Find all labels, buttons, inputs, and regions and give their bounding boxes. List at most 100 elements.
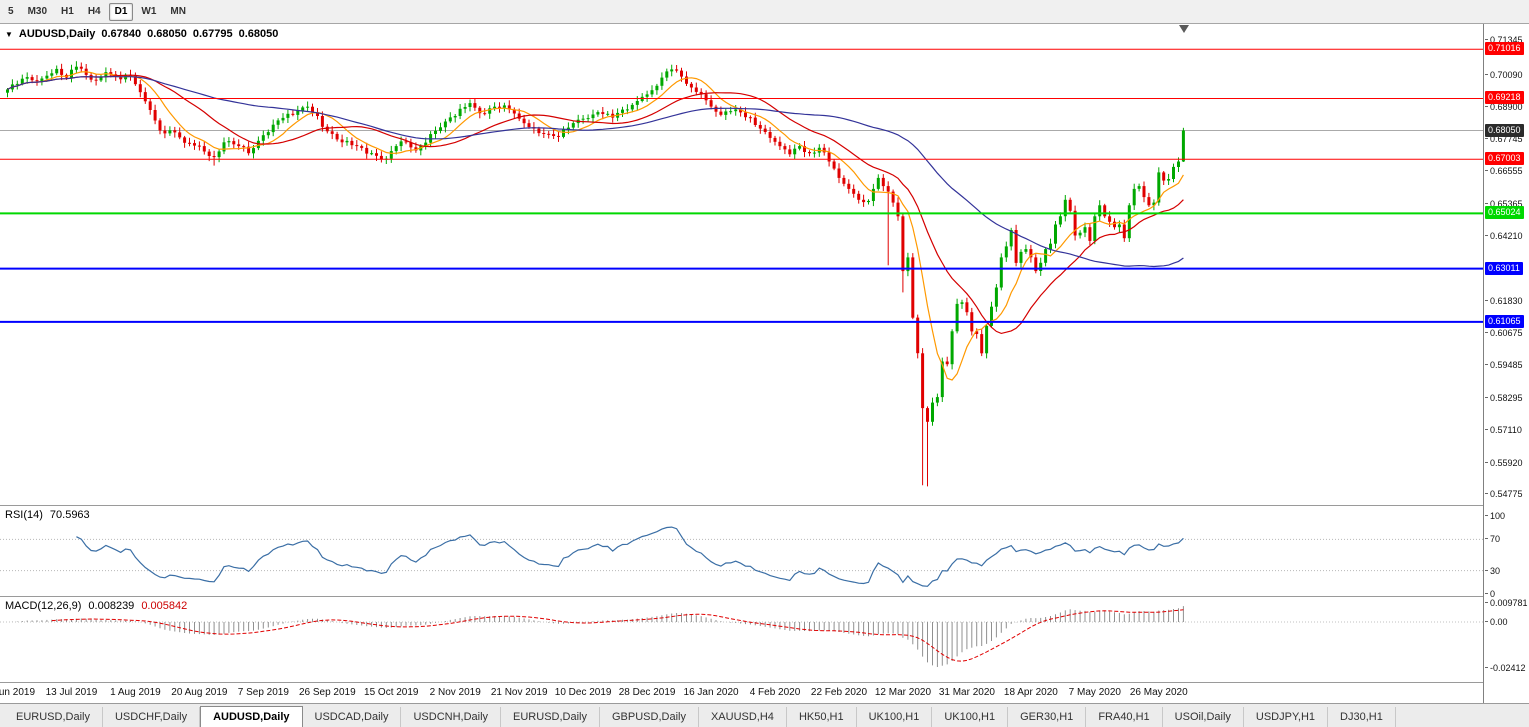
chart-tabs-bar: EURUSD,Daily USDCHF,Daily AUDUSD,Daily USDC… — [0, 703, 1529, 727]
price-line-badge: 0.65024 — [1485, 206, 1524, 220]
plot-column: ▼ AUDUSD,Daily 0.67840 0.68050 0.67795 0… — [0, 24, 1483, 703]
price-axis[interactable]: 0.71345 0.70090 0.68900 0.67745 0.66555 0.653… — [1483, 24, 1529, 703]
current-price-badge: 0.68050 — [1485, 123, 1524, 137]
chart-tab-dj30-h1[interactable]: DJ30,H1 — [1328, 707, 1396, 727]
price-line-badge: 0.69218 — [1485, 91, 1524, 105]
price-tick: 0.70090 — [1485, 70, 1523, 80]
macd-chart-canvas — [0, 606, 1483, 667]
price-tick: 0.009781 — [1485, 598, 1528, 608]
ohlc-low: 0.67795 — [192, 28, 233, 40]
price-tick: 0.67745 — [1485, 134, 1523, 144]
price-line-badge: 0.61065 — [1485, 314, 1524, 328]
panel-separator[interactable] — [0, 596, 1483, 597]
price-tick: 0.55920 — [1485, 458, 1523, 468]
main-chart-panel[interactable]: ▼ AUDUSD,Daily 0.67840 0.68050 0.67795 0… — [0, 24, 1483, 505]
x-axis-label: 7 May 2020 — [1068, 687, 1121, 698]
price-tick: 0.58295 — [1485, 393, 1523, 403]
x-axis-label: 20 Aug 2019 — [171, 687, 228, 698]
chart-tab-hk50-h1[interactable]: HK50,H1 — [787, 707, 857, 727]
chart-tab-ger30-h1[interactable]: GER30,H1 — [1008, 707, 1087, 727]
price-tick: 0.00 — [1485, 617, 1508, 627]
up-candle-bodies — [6, 66, 1185, 422]
price-tick: 0.59485 — [1485, 360, 1523, 370]
price-tick: 0.61830 — [1485, 296, 1523, 306]
chart-tab-usdcad-daily[interactable]: USDCAD,Daily — [303, 707, 402, 727]
x-axis-label: 12 Mar 2020 — [874, 687, 932, 698]
x-axis-label: 15 Oct 2019 — [364, 687, 419, 698]
macd-histogram — [11, 606, 1184, 667]
timeframe-button-5[interactable]: 5 — [8, 5, 14, 17]
x-axis-label: 22 Feb 2020 — [810, 687, 868, 698]
timeframe-toolbar: 5 M30 H1 H4 D1 W1 MN — [0, 0, 1529, 24]
timeframe-button-h4[interactable]: H4 — [87, 5, 101, 17]
chart-tab-audusd-daily[interactable]: AUDUSD,Daily — [200, 706, 303, 727]
rsi-panel[interactable]: RSI(14) 70.5963 — [0, 506, 1483, 596]
chart-tab-usdcnh-daily[interactable]: USDCNH,Daily — [401, 707, 502, 727]
up-candle-wicks — [7, 61, 1184, 426]
x-axis-label: 2 Nov 2019 — [429, 687, 481, 698]
price-line-badge: 0.71016 — [1485, 42, 1524, 56]
time-axis[interactable]: 25 Jun 2019 13 Jul 2019 1 Aug 2019 20 Aug 2… — [0, 682, 1483, 703]
chart-tab-uk100-h1[interactable]: UK100,H1 — [932, 707, 1009, 727]
timeframe-button-m30[interactable]: M30 — [27, 5, 48, 17]
macd-panel[interactable]: MACD(12,26,9) 0.008239 0.005842 — [0, 597, 1483, 682]
x-axis-label: 25 Jun 2019 — [0, 687, 36, 698]
x-axis-label: 10 Dec 2019 — [554, 687, 612, 698]
x-axis-label: 1 Aug 2019 — [110, 687, 161, 698]
macd-name: MACD(12,26,9) — [5, 600, 82, 612]
x-axis-label: 4 Feb 2020 — [749, 687, 801, 698]
rsi-value: 70.5963 — [49, 509, 90, 521]
x-axis-label: 13 Jul 2019 — [45, 687, 98, 698]
price-tick: 0.60675 — [1485, 328, 1523, 338]
chart-workspace: ▼ AUDUSD,Daily 0.67840 0.68050 0.67795 0… — [0, 24, 1529, 703]
timeframe-button-mn[interactable]: MN — [170, 5, 186, 17]
price-tick: 0.66555 — [1485, 166, 1523, 176]
x-axis-label: 26 May 2020 — [1129, 687, 1188, 698]
ma-slow-line — [7, 76, 1184, 268]
price-tick: 30 — [1485, 566, 1500, 576]
chart-tab-usoil-daily[interactable]: USOil,Daily — [1163, 707, 1244, 727]
price-tick: 100 — [1485, 511, 1505, 521]
x-axis-label: 7 Sep 2019 — [237, 687, 289, 698]
rsi-line — [76, 526, 1184, 587]
chart-tab-gbpusd-daily[interactable]: GBPUSD,Daily — [600, 707, 699, 727]
chart-shift-marker-icon[interactable] — [1179, 25, 1189, 33]
down-candle-wicks — [31, 62, 1165, 487]
price-chart-canvas[interactable] — [0, 24, 1483, 505]
ma-mid-line — [7, 74, 1184, 335]
chart-tab-usdjpy-h1[interactable]: USDJPY,H1 — [1244, 707, 1329, 727]
price-line-badge: 0.67003 — [1485, 152, 1524, 166]
chart-tab-eurusd-daily[interactable]: EURUSD,Daily — [4, 707, 103, 727]
x-axis-label: 21 Nov 2019 — [490, 687, 548, 698]
x-axis-label: 31 Mar 2020 — [938, 687, 995, 698]
macd-signal-line — [51, 609, 1184, 662]
chart-tab-uk100-h1[interactable]: UK100,H1 — [857, 707, 933, 727]
price-tick: 0.57110 — [1485, 425, 1522, 435]
chart-tab-fra40-h1[interactable]: FRA40,H1 — [1086, 707, 1163, 727]
rsi-chart-canvas — [0, 526, 1483, 587]
timeframe-button-w1[interactable]: W1 — [141, 5, 157, 17]
x-axis-label: 26 Sep 2019 — [298, 687, 356, 698]
timeframe-button-d1[interactable]: D1 — [108, 2, 134, 21]
ohlc-close: 0.68050 — [238, 28, 279, 40]
macd-main-value: 0.008239 — [88, 600, 135, 612]
price-tick: 0.65365 — [1485, 199, 1523, 209]
panel-separator[interactable] — [0, 505, 1483, 506]
chart-tab-usdchf-daily[interactable]: USDCHF,Daily — [103, 707, 201, 727]
x-axis-label: 16 Jan 2020 — [683, 687, 739, 698]
chart-tab-xauusd-h4[interactable]: XAUUSD,H4 — [699, 707, 787, 727]
price-tick: 70 — [1485, 534, 1500, 544]
price-tick: 0.68900 — [1485, 102, 1523, 112]
price-tick: 0.54775 — [1485, 489, 1523, 499]
price-tick: 0 — [1485, 589, 1495, 599]
rsi-label: RSI(14) 70.5963 — [5, 509, 90, 521]
ohlc-high: 0.68050 — [147, 28, 187, 40]
macd-label: MACD(12,26,9) 0.008239 0.005842 — [5, 600, 187, 612]
collapse-triangle-icon[interactable]: ▼ — [5, 29, 13, 39]
chart-symbol-period: AUDUSD,Daily — [18, 28, 96, 40]
timeframe-button-h1[interactable]: H1 — [61, 5, 74, 17]
price-line-badge: 0.63011 — [1485, 261, 1523, 275]
ma-fast-line — [7, 71, 1184, 381]
x-axis-label: 28 Dec 2019 — [618, 687, 676, 698]
chart-tab-eurusd-daily[interactable]: EURUSD,Daily — [501, 707, 600, 727]
